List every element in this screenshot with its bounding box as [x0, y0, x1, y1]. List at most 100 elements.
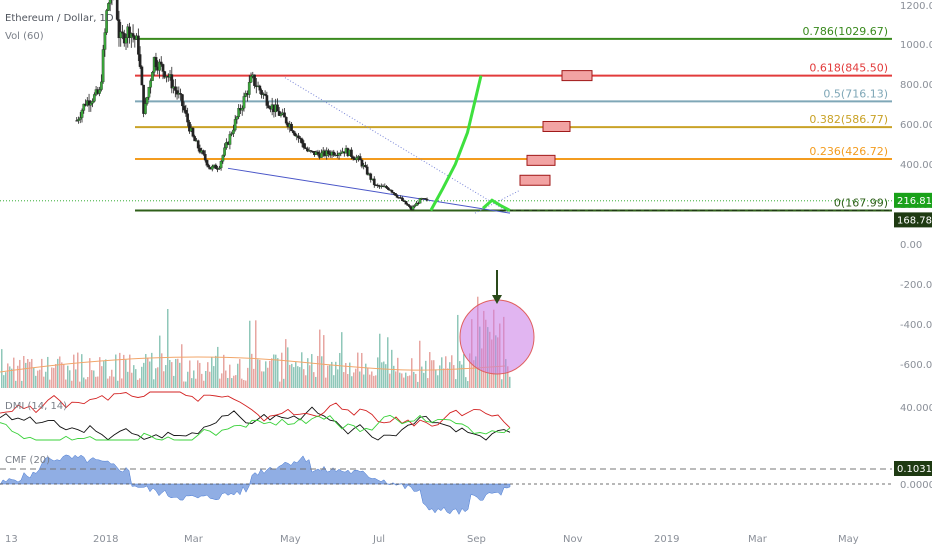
volume-bar — [289, 364, 291, 388]
candle-body — [298, 137, 302, 140]
volume-bar — [363, 374, 365, 388]
volume-bar — [361, 352, 363, 388]
candle-body — [304, 147, 307, 149]
candle-body — [105, 10, 109, 33]
candle-body — [265, 95, 269, 106]
candle-body — [309, 150, 313, 152]
volume-bar — [341, 332, 343, 388]
cmf-value-tag — [894, 461, 932, 476]
candle-body — [401, 197, 404, 202]
fib-base-value: 168.78 — [897, 215, 932, 226]
dmi-line — [0, 406, 511, 441]
volume-bar — [427, 378, 429, 388]
volume-bar — [447, 368, 449, 388]
candle-body — [198, 148, 202, 153]
volume-bar — [147, 357, 149, 388]
volume-bar — [281, 352, 283, 388]
volume-bar — [413, 371, 415, 388]
price-candles — [75, 0, 429, 211]
arrow-head — [492, 295, 502, 304]
volume-bar — [49, 379, 51, 388]
volume-bar — [255, 320, 257, 388]
candle-body — [283, 112, 286, 118]
volume-bar — [467, 381, 469, 388]
volume-bar — [157, 367, 159, 388]
volume-bar — [233, 375, 235, 388]
volume-bar — [199, 362, 201, 388]
volume-bar — [97, 376, 99, 388]
fib-label: 0.5(716.13) — [823, 87, 888, 100]
candle-body — [89, 103, 93, 106]
volume-bar — [343, 372, 345, 388]
volume-bar — [291, 363, 293, 388]
volume-bar — [385, 364, 387, 388]
candle-body — [425, 199, 429, 201]
fib-label: 0(167.99) — [834, 197, 888, 210]
price-tick-label: 1200.00 — [900, 1, 932, 12]
volume-bar — [231, 378, 233, 388]
volume-bar — [133, 365, 135, 388]
candle-body — [221, 155, 225, 162]
volume-bar — [41, 358, 43, 388]
volume-bar — [315, 376, 317, 388]
volume-bar — [3, 375, 5, 388]
time-tick-label: 13 — [5, 534, 18, 545]
volume-bar — [423, 372, 425, 388]
volume-bar — [177, 358, 179, 388]
time-axis[interactable]: 13 2018 Mar May Jul Sep Nov 2019 Mar May — [5, 534, 859, 545]
price-axis[interactable]: 1200.001000.00800.00600.00400.00200.000.… — [894, 1, 932, 491]
volume-bar — [229, 364, 231, 388]
candle-body — [415, 202, 418, 206]
volume-bar — [311, 354, 313, 388]
candle-body — [92, 94, 96, 102]
candle-body — [364, 165, 367, 168]
volume-bar — [19, 359, 21, 388]
volume-bar — [329, 364, 331, 388]
volume-bar — [287, 347, 289, 388]
volume-bar — [35, 375, 37, 388]
volume-bar — [121, 378, 123, 388]
volume-bar — [241, 378, 243, 388]
volume-bar — [501, 379, 503, 388]
candle-body — [300, 138, 304, 144]
volume-bar — [83, 377, 85, 388]
candle-body — [219, 161, 223, 169]
volume-bar — [93, 370, 95, 388]
volume-bar — [269, 360, 271, 388]
volume-bar — [323, 335, 325, 388]
volume-bar — [105, 359, 107, 388]
volume-bar — [151, 352, 153, 388]
volume-bar — [63, 364, 65, 388]
volume-bar — [237, 363, 239, 388]
volume-bar — [257, 359, 259, 388]
volume-bar — [339, 352, 341, 388]
candle-body — [87, 100, 91, 106]
candle-body — [258, 85, 262, 91]
candle-body — [392, 192, 395, 194]
lower-tick-label: 0.0000 — [900, 480, 932, 491]
candle-body — [385, 186, 388, 189]
candle-body — [154, 57, 158, 68]
volume-bar — [207, 362, 209, 388]
candle-body — [124, 37, 128, 44]
candle-body — [100, 81, 103, 90]
volume-bar — [383, 361, 385, 388]
volume-bar — [197, 360, 199, 388]
target-box — [519, 174, 551, 186]
volume-bar — [509, 376, 511, 388]
fibonacci-levels: 0.786(1029.67) 0.618(845.50) 0.5(716.13) 0.… — [0, 25, 892, 212]
time-tick-label: Jul — [372, 534, 385, 545]
volume-bar — [459, 361, 461, 388]
volume-bar — [187, 371, 189, 388]
volume-bar — [5, 372, 7, 388]
volume-bar — [73, 354, 75, 388]
candle-body — [179, 93, 182, 95]
candle-body — [406, 204, 410, 206]
volume-bar — [91, 370, 93, 388]
volume-bar — [451, 355, 453, 388]
volume-bar — [155, 368, 157, 388]
volume-bar — [77, 352, 79, 388]
volume-bar — [439, 365, 441, 388]
candle-body — [395, 195, 399, 198]
